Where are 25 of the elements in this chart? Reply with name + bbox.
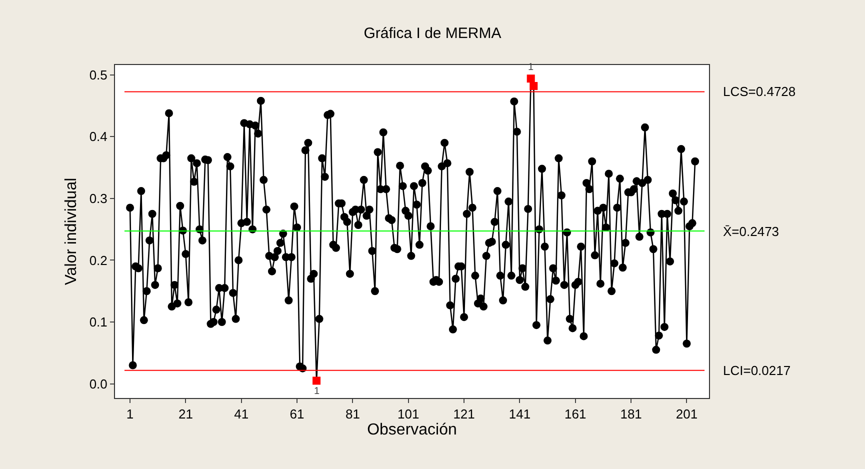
x-tick-label: 41 — [234, 406, 249, 422]
y-axis-title: Valor individual — [63, 178, 80, 286]
x-tick-label: 1 — [126, 406, 134, 422]
x-tick-label: 181 — [620, 406, 642, 422]
x-tick-label: 21 — [178, 406, 193, 422]
x-tick-label: 101 — [398, 406, 420, 422]
x-axis-title: Observación — [367, 422, 457, 439]
ref-line-label: LCS=0.4728 — [723, 84, 796, 99]
x-tick-label: 201 — [676, 406, 698, 422]
annotation: 1 — [314, 386, 320, 397]
ref-line-label: X̄=0.2473 — [723, 224, 780, 239]
ref-line-label: LCI=0.0217 — [723, 363, 791, 378]
x-tick-label: 61 — [290, 406, 304, 422]
x-tick-label: 81 — [345, 406, 360, 422]
y-tick-label: 0.2 — [89, 252, 108, 268]
y-tick-label: 0.0 — [89, 376, 108, 392]
x-tick-label: 121 — [453, 406, 475, 422]
y-tick-label: 0.5 — [89, 67, 108, 82]
x-tick-label: 161 — [564, 406, 586, 422]
x-tick-label: 141 — [508, 406, 531, 422]
chart-title: Gráfica I de MERMA — [364, 25, 502, 42]
y-tick-label: 0.1 — [89, 314, 108, 330]
y-tick-label: 0.3 — [89, 191, 108, 206]
annotation: 1 — [528, 62, 534, 73]
y-tick-label: 0.4 — [89, 129, 108, 144]
